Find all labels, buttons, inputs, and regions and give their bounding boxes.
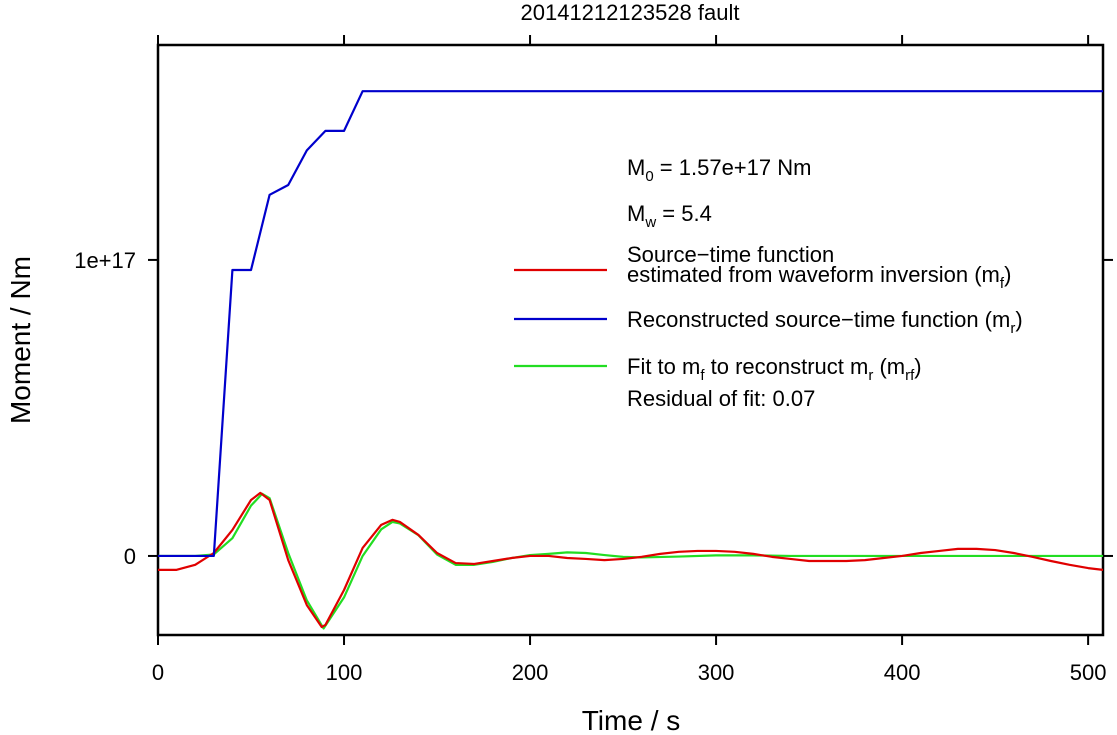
text-part: Residual of fit: 0.07	[627, 386, 815, 411]
legend-label: Source−time function	[627, 242, 834, 267]
annotation: M0 = 1.57e+17 Nm	[627, 155, 811, 185]
text-part: (m	[873, 354, 905, 379]
legend-label: Reconstructed source−time function (mr)	[627, 307, 1023, 337]
x-axis-label: Time / s	[582, 705, 681, 735]
series-line	[158, 90, 1103, 558]
text-part: Reconstructed source−time function (m	[627, 307, 1010, 332]
legend-label: estimated from waveform inversion (mf)	[627, 262, 1011, 292]
text-part: = 5.4	[656, 201, 712, 226]
subscript: rf	[905, 367, 915, 384]
text-part: M	[627, 155, 645, 180]
y-axis-label: Moment / Nm	[5, 256, 36, 424]
plot-frame	[156, 43, 1105, 637]
text-part: estimated from waveform inversion (m	[627, 262, 1000, 287]
subscript: r	[1010, 320, 1015, 337]
text-part: M	[627, 201, 645, 226]
subscript: r	[868, 367, 873, 384]
subscript: f	[1000, 275, 1005, 292]
annotation: Residual of fit: 0.07	[627, 386, 815, 411]
text-part: )	[914, 354, 921, 379]
legend-label: Fit to mf to reconstruct mr (mrf)	[627, 354, 922, 384]
subscript: f	[700, 367, 705, 384]
text-part: )	[1015, 307, 1022, 332]
x-tick-label: 0	[152, 660, 164, 685]
series-line	[158, 491, 1104, 629]
annotation: Mw = 5.4	[627, 201, 712, 231]
text-part: Source−time function	[627, 242, 834, 267]
x-tick-label: 100	[326, 660, 363, 685]
series-line	[158, 492, 1103, 630]
text-part: to reconstruct m	[705, 354, 869, 379]
x-tick-label: 500	[1070, 660, 1107, 685]
x-tick-label: 200	[512, 660, 549, 685]
y-tick-label: 0	[124, 544, 136, 569]
text-part: = 1.57e+17 Nm	[654, 155, 812, 180]
x-tick-label: 300	[698, 660, 735, 685]
y-tick-label: 1e+17	[74, 248, 136, 273]
text-part: Fit to m	[627, 354, 700, 379]
text-part: )	[1004, 262, 1011, 287]
chart-title: 20141212123528 fault	[521, 0, 740, 25]
subscript: 0	[645, 168, 653, 185]
subscript: w	[644, 214, 656, 231]
x-tick-label: 400	[884, 660, 921, 685]
